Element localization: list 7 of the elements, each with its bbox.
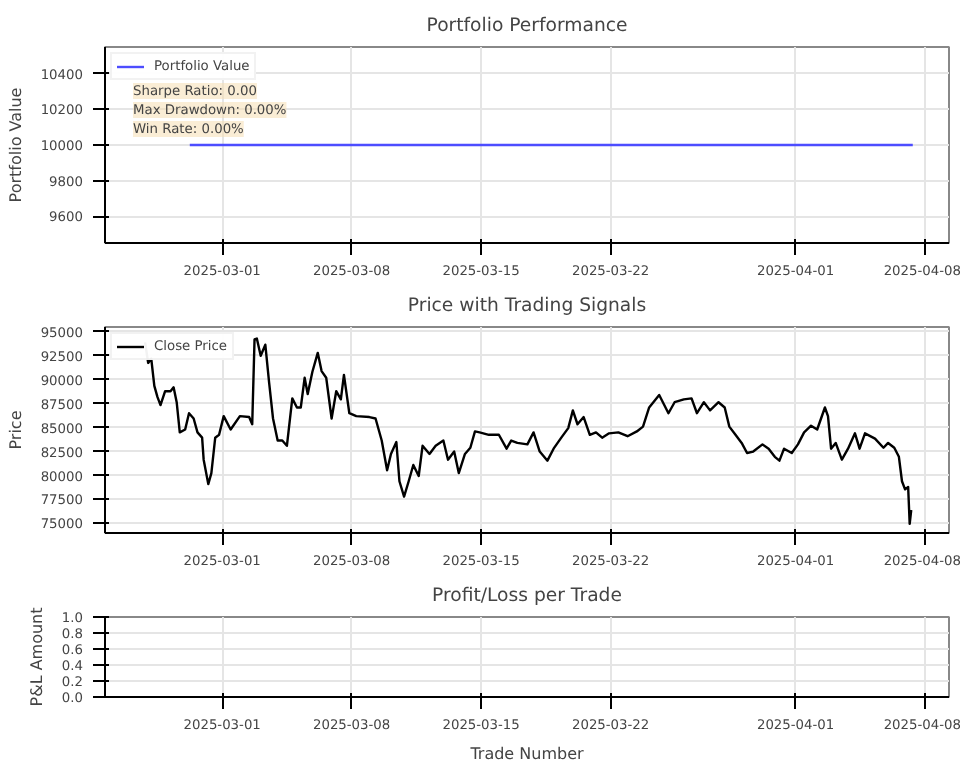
chart-title: Profit/Loss per Trade: [432, 585, 623, 607]
chart-title: Price with Trading Signals: [407, 295, 647, 317]
y-axis-title: Price: [6, 410, 25, 450]
y-axis-title: Portfolio Value: [6, 87, 25, 203]
x-axis-title: Trade Number: [468, 745, 585, 763]
y-axis-title: P&L Amount: [27, 607, 46, 707]
chart-title: Portfolio Performance: [426, 15, 628, 37]
